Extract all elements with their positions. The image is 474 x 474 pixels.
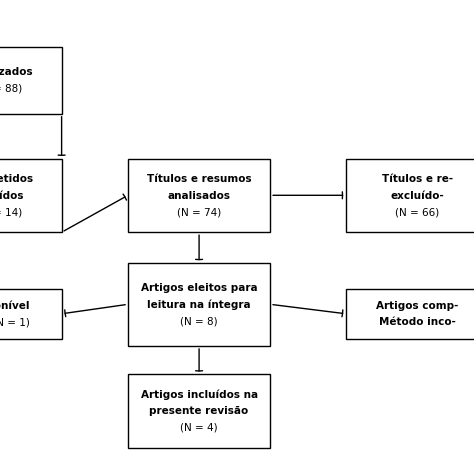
Text: line (N = 1): line (N = 1) xyxy=(0,317,30,328)
Bar xyxy=(128,374,270,448)
Bar xyxy=(128,263,270,346)
Bar xyxy=(0,159,62,232)
Text: (N = 74): (N = 74) xyxy=(177,207,221,217)
Text: localizados: localizados xyxy=(0,67,33,77)
Text: disponível: disponível xyxy=(0,301,30,311)
Text: xcluídos: xcluídos xyxy=(0,191,24,201)
Text: (N = 88): (N = 88) xyxy=(0,84,22,94)
Text: Títulos e re-: Títulos e re- xyxy=(382,174,453,184)
Bar xyxy=(346,159,474,232)
Text: (N = 66): (N = 66) xyxy=(395,207,439,217)
Text: Títulos e resumos: Títulos e resumos xyxy=(147,174,251,184)
Text: (N = 4): (N = 4) xyxy=(180,423,218,433)
Bar xyxy=(346,289,474,339)
Bar xyxy=(128,159,270,232)
Text: Método inco-: Método inco- xyxy=(379,317,456,328)
Bar xyxy=(0,289,62,339)
Text: presente revisão: presente revisão xyxy=(149,406,249,416)
Text: excluído-: excluído- xyxy=(390,191,444,201)
Text: (N = 8): (N = 8) xyxy=(180,316,218,326)
Bar xyxy=(0,47,62,114)
Text: analisados: analisados xyxy=(168,191,230,201)
Text: Artigos incluídos na: Artigos incluídos na xyxy=(140,389,258,400)
Text: Artigos comp-: Artigos comp- xyxy=(376,301,458,311)
Text: leitura na íntegra: leitura na íntegra xyxy=(147,299,251,310)
Text: (N = 14): (N = 14) xyxy=(0,207,22,217)
Text: s repetidos: s repetidos xyxy=(0,174,33,184)
Text: Artigos eleitos para: Artigos eleitos para xyxy=(141,283,257,293)
